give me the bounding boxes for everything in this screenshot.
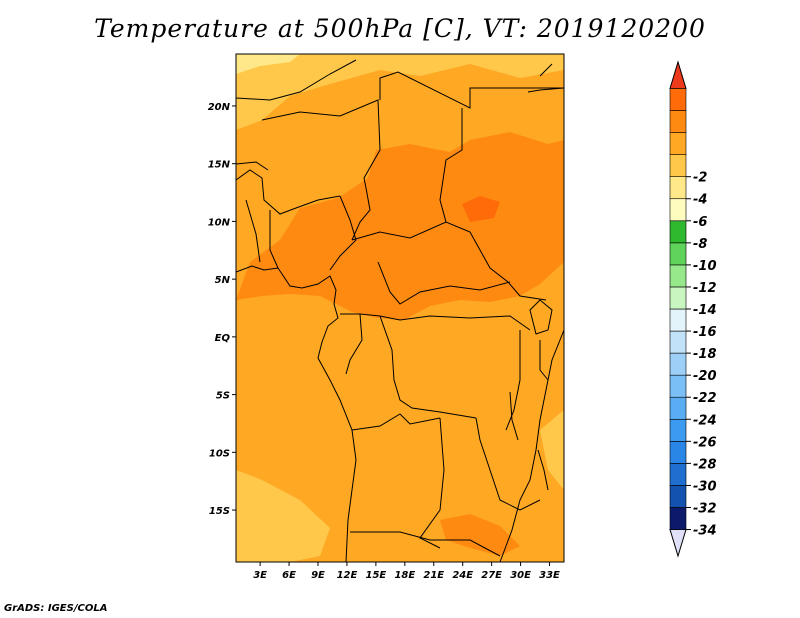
- colorbar-swatch: [669, 441, 687, 464]
- grads-credit: GrADS: IGES/COLA: [4, 603, 108, 614]
- field-cool-north: [236, 54, 564, 130]
- field-warm-south: [440, 514, 520, 556]
- border-car-north: [351, 221, 547, 301]
- colorbar-label: -20: [693, 369, 717, 384]
- colorbar-swatch: [669, 352, 687, 376]
- border-angola-zambia: [419, 417, 445, 549]
- border-congo-drc: [340, 313, 531, 331]
- lat-tick-label: 20N: [208, 102, 231, 113]
- lon-tick-label: 33E: [539, 570, 560, 581]
- colorbar-label: -10: [693, 259, 717, 274]
- lat-tick-label: 15S: [209, 506, 230, 517]
- temperature-field: [236, 54, 564, 562]
- colorbar-label: -2: [693, 171, 707, 186]
- colorbar-swatch: [669, 463, 687, 486]
- coastline-west: [236, 265, 357, 562]
- colorbar-swatch: [669, 154, 687, 177]
- border-drc-angola: [379, 315, 477, 419]
- colorbar-swatch: [669, 132, 687, 155]
- colorbar-label: -30: [693, 479, 717, 494]
- lat-tick-label: 10N: [208, 217, 231, 228]
- colorbar-label: -6: [693, 215, 707, 230]
- coastline-redsea: [527, 63, 564, 93]
- colorbar-label: -24: [693, 413, 717, 428]
- lake-malawi: [537, 449, 549, 491]
- colorbar-label: -16: [693, 325, 717, 340]
- lon-tick-label: 6E: [282, 570, 296, 581]
- border-ghana-togo: [245, 199, 261, 263]
- colorbar-swatch: [669, 374, 687, 398]
- lake-victoria: [529, 299, 553, 335]
- field-cool-southwest: [236, 470, 330, 562]
- colorbar-swatch: [669, 176, 687, 200]
- lon-tick-label: 12E: [337, 570, 358, 581]
- colorbar-swatch: [669, 110, 687, 133]
- lon-tick-label: 18E: [394, 570, 415, 581]
- colorbar-label: -26: [693, 435, 717, 450]
- border-mali-niger: [236, 169, 341, 215]
- field-coolest-north: [236, 54, 300, 74]
- border-angola-north: [351, 413, 441, 431]
- border-lakes-east: [539, 340, 549, 381]
- colorbar-label: -14: [693, 303, 717, 318]
- colorbar-swatch: [669, 286, 687, 310]
- colorbar-label: -32: [693, 501, 717, 516]
- longitude-axis: 3E 6E 9E 12E 15E 18E 21E 24E 27E 30E 33E: [253, 562, 560, 581]
- border-niger-chad: [261, 99, 381, 241]
- lat-tick-label: 15N: [208, 160, 231, 171]
- coastline-east: [499, 329, 564, 562]
- border-mauritania: [236, 161, 269, 171]
- colorbar-swatch: [669, 485, 687, 508]
- colorbar-swatch: [669, 88, 687, 111]
- lat-tick-label: EQ: [215, 333, 231, 344]
- colorbar: -34 -32 -30 -28 -26 -24 -22 -20 -18 -16 -14 -12 -10 -…: [669, 60, 717, 558]
- field-warm-central: [236, 132, 564, 320]
- colorbar-swatch: [669, 418, 687, 442]
- colorbar-arrow-high: [669, 60, 687, 89]
- colorbar-label: -18: [693, 347, 717, 362]
- map-title: Temperature at 500hPa [C], VT: 201912020…: [94, 14, 706, 43]
- colorbar-arrow-low: [669, 529, 687, 558]
- lat-tick-label: 5N: [215, 275, 231, 286]
- lat-tick-label: 5S: [216, 391, 230, 402]
- lon-tick-label: 30E: [510, 570, 531, 581]
- border-drc-zambia: [475, 417, 541, 511]
- colorbar-label: -4: [693, 193, 707, 208]
- border-namibia: [350, 531, 501, 557]
- border-north: [236, 59, 564, 109]
- colorbar-swatch: [669, 242, 687, 266]
- lat-tick-label: 10S: [209, 448, 230, 459]
- field-cool-southeast: [540, 410, 564, 490]
- colorbar-swatch: [669, 220, 687, 244]
- field-warm-spot-1: [462, 196, 500, 222]
- colorbar-swatch: [669, 198, 687, 222]
- colorbar-label: -28: [693, 457, 717, 472]
- border-chad-sudan: [439, 108, 463, 223]
- border-lakes-west: [505, 330, 521, 431]
- colorbar-label: -12: [693, 281, 717, 296]
- colorbar-swatch: [669, 264, 687, 288]
- border-nigeria-cameroon: [329, 195, 357, 271]
- lon-tick-label: 3E: [253, 570, 267, 581]
- lon-tick-label: 21E: [423, 570, 444, 581]
- lake-tanganyika: [509, 391, 519, 441]
- colorbar-swatch: [669, 308, 687, 332]
- colorbar-label: -22: [693, 391, 717, 406]
- country-borders: [236, 59, 564, 562]
- border-benin: [269, 210, 279, 269]
- map-frame: [235, 53, 565, 563]
- lon-tick-label: 15E: [366, 570, 387, 581]
- border-gabon-congo: [345, 313, 363, 375]
- colorbar-swatch: [669, 396, 687, 420]
- colorbar-swatch: [669, 330, 687, 354]
- lon-tick-label: 24E: [452, 570, 473, 581]
- lon-tick-label: 27E: [481, 570, 502, 581]
- lon-tick-label: 9E: [311, 570, 325, 581]
- colorbar-swatch: [669, 507, 687, 530]
- colorbar-label: -8: [693, 237, 707, 252]
- border-car-south: [377, 261, 511, 305]
- colorbar-label: -34: [693, 524, 717, 539]
- latitude-axis: 20N 15N 10N 5N EQ 5S 10S 15S: [208, 102, 236, 517]
